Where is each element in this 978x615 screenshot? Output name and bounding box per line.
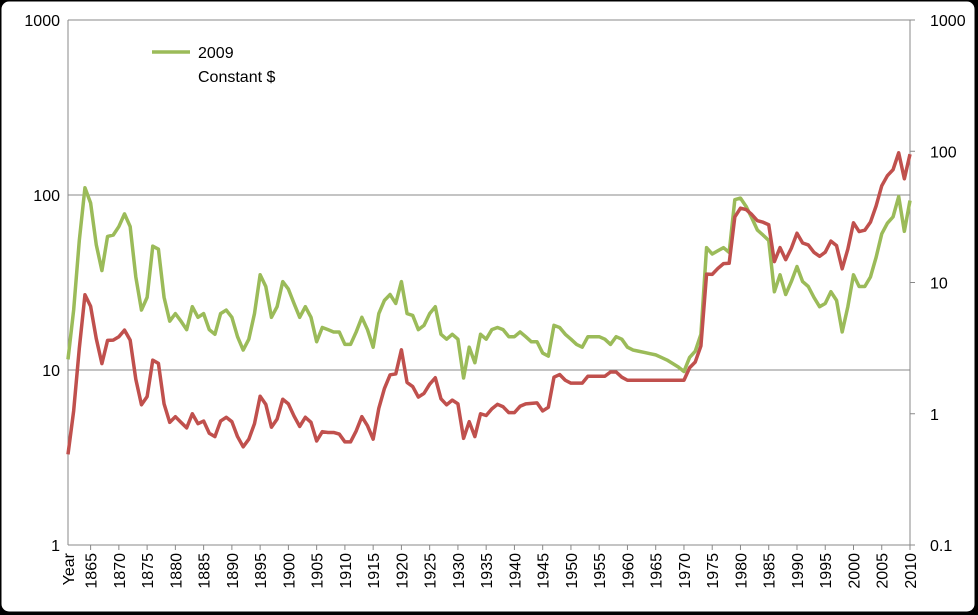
series-line bbox=[66, 186, 912, 380]
x-tick-label: 1970 bbox=[677, 553, 694, 589]
x-tick-label: 1950 bbox=[564, 553, 581, 589]
x-tick-label: 1880 bbox=[168, 553, 185, 589]
x-tick-label: 1990 bbox=[790, 553, 807, 589]
y2-tick-label: 10 bbox=[930, 276, 948, 293]
y-tick-label: 1 bbox=[51, 538, 60, 555]
x-tick-label: 1930 bbox=[451, 553, 468, 589]
x-tick-label: 1875 bbox=[140, 553, 157, 589]
y-tick-label: 10 bbox=[42, 363, 60, 380]
y-tick-label: 100 bbox=[33, 188, 60, 205]
y2-tick-label: 1 bbox=[930, 407, 939, 424]
x-tick-label: 1920 bbox=[394, 553, 411, 589]
x-tick-label: 1925 bbox=[423, 553, 440, 589]
x-axis-label: Year bbox=[61, 552, 78, 585]
x-tick-label: 1980 bbox=[733, 553, 750, 589]
x-tick-label: 1890 bbox=[225, 553, 242, 589]
y2-tick-label: 0.1 bbox=[930, 538, 952, 555]
legend-label: 2009 Constant $ bbox=[198, 45, 275, 86]
x-tick-label: 1975 bbox=[705, 553, 722, 589]
x-tick-label: 1885 bbox=[197, 553, 214, 589]
x-tick-label: 2010 bbox=[903, 553, 920, 589]
y2-tick-label: 100 bbox=[930, 144, 957, 161]
x-tick-label: 1905 bbox=[310, 553, 327, 589]
x-tick-label: 1995 bbox=[818, 553, 835, 589]
x-tick-label: 1910 bbox=[338, 553, 355, 589]
y2-tick-label: 1000 bbox=[930, 13, 966, 30]
y-tick-label: 1000 bbox=[24, 13, 60, 30]
x-tick-label: 1915 bbox=[366, 553, 383, 589]
x-tick-label: 1865 bbox=[84, 553, 101, 589]
x-tick-label: 1945 bbox=[536, 553, 553, 589]
x-tick-label: 1895 bbox=[253, 553, 270, 589]
x-tick-label: 1960 bbox=[620, 553, 637, 589]
series-line bbox=[66, 151, 912, 455]
x-tick-label: 1900 bbox=[281, 553, 298, 589]
x-tick-label: 1955 bbox=[592, 553, 609, 589]
x-tick-label: 1940 bbox=[507, 553, 524, 589]
x-tick-label: 1965 bbox=[649, 553, 666, 589]
x-tick-label: 2000 bbox=[846, 553, 863, 589]
x-tick-label: 1870 bbox=[112, 553, 129, 589]
x-tick-label: 2005 bbox=[875, 553, 892, 589]
x-tick-label: 1985 bbox=[762, 553, 779, 589]
x-tick-label: 1935 bbox=[479, 553, 496, 589]
